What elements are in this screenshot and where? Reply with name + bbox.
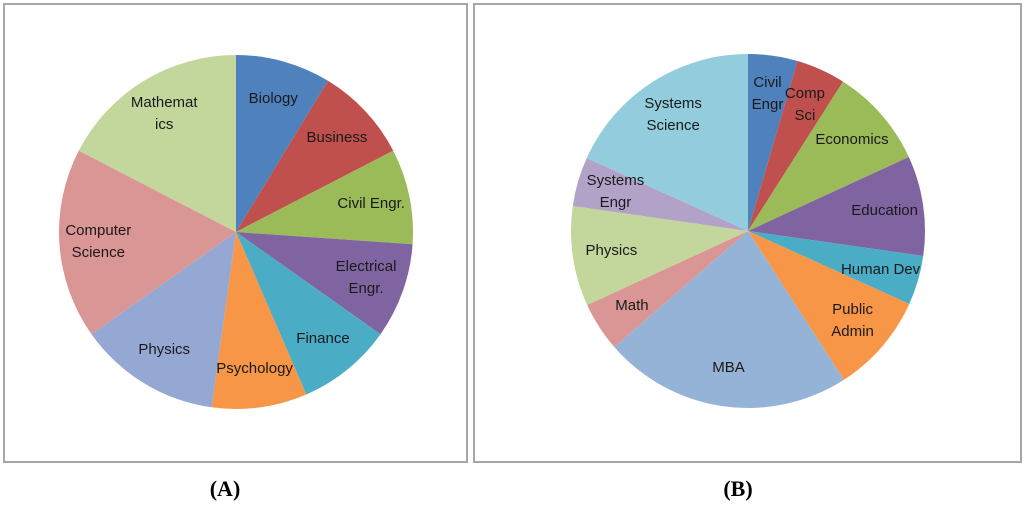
- pie-slice: [587, 231, 748, 347]
- panel-caption: (B): [723, 476, 753, 501]
- slice-label: Business: [306, 128, 368, 146]
- slice-label: Economics: [815, 131, 889, 149]
- slice-label: Finance: [296, 330, 350, 348]
- slice-label: Physics: [585, 241, 638, 259]
- panel-frame: [3, 3, 468, 463]
- slice-label: Physics: [138, 340, 191, 358]
- pie-slice: [236, 232, 381, 395]
- pie-slice: [748, 81, 909, 231]
- panel-frame: [473, 3, 1022, 463]
- slice-label: Public Admin: [831, 301, 874, 341]
- slice-label: MBA: [712, 358, 745, 376]
- slice-label: Civil Engr: [751, 74, 784, 114]
- pie-slice: [236, 232, 413, 335]
- pie-slice: [211, 232, 307, 410]
- slice-label: Education: [851, 202, 918, 220]
- slice-label: Psychology: [216, 359, 293, 377]
- slice-label: Electrical Engr.: [335, 258, 397, 298]
- pie-slice: [571, 206, 748, 305]
- pie-slice: [572, 158, 748, 231]
- slice-label: Biology: [248, 90, 298, 108]
- slice-label: Computer Science: [65, 221, 132, 261]
- slice-label: Systems Engr: [586, 172, 645, 212]
- pie-slice: [748, 231, 924, 304]
- pie-slice: [58, 150, 236, 335]
- pie-slice: [748, 231, 910, 380]
- pie-slice: [78, 55, 236, 232]
- slice-label: Comp Sci: [784, 85, 825, 125]
- slice-label: Civil Engr.: [337, 195, 405, 212]
- pie-slice: [236, 150, 413, 245]
- pie-slice: [91, 232, 236, 408]
- pie-slice: [586, 54, 748, 231]
- pie-slice: [748, 54, 798, 231]
- pie-slice: [748, 157, 926, 256]
- pie-slice: [236, 55, 329, 232]
- pie-slice: [748, 61, 844, 231]
- panel-caption: (A): [209, 476, 241, 501]
- slice-label: Mathemat ics: [130, 94, 198, 134]
- slice-label: Human Dev: [840, 260, 921, 278]
- slice-label: Systems Science: [644, 94, 702, 134]
- pie-slice: [614, 231, 844, 408]
- slice-label: Math: [615, 296, 649, 314]
- pie-slice: [236, 80, 394, 232]
